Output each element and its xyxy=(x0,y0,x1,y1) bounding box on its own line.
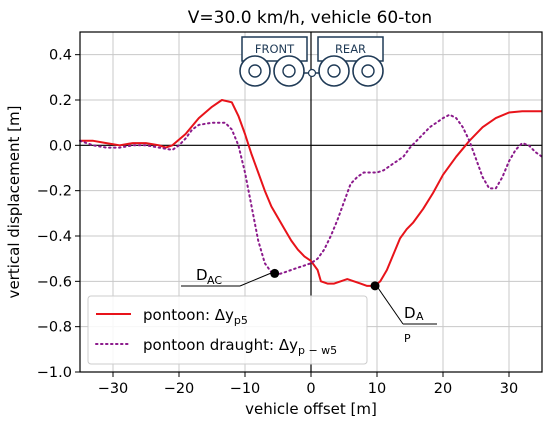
wheel-2-icon xyxy=(273,55,305,87)
x-tick-label: −30 xyxy=(98,381,129,397)
y-ticks: −1.0 −0.8 −0.6 −0.4 −0.2 0.0 0.2 0.4 xyxy=(37,48,80,381)
y-tick-label: 0.4 xyxy=(49,48,72,64)
annotation-dac: D AC xyxy=(181,266,277,287)
annotation-dap-subscript: A xyxy=(416,310,424,323)
vehicle-icon: FRONT REAR xyxy=(239,36,384,87)
wheel-3-icon xyxy=(318,55,350,87)
data-point-marker xyxy=(270,268,280,278)
annotation-dap-subscript-2: P xyxy=(404,332,411,345)
vehicle-front-label: FRONT xyxy=(255,42,295,56)
vehicle-center-icon xyxy=(307,68,317,78)
chart-title: V=30.0 km/h, vehicle 60-ton xyxy=(188,8,432,28)
marker-layer xyxy=(270,268,380,291)
y-axis-label: vertical displacement [m] xyxy=(5,106,23,299)
x-axis-label: vehicle offset [m] xyxy=(245,400,377,418)
y-tick-label: 0.0 xyxy=(49,138,72,154)
annotation-dap-leader xyxy=(375,284,404,325)
annotation-dac-label: D xyxy=(196,266,208,284)
wheel-4-icon xyxy=(352,55,384,87)
annotation-dac-subscript: AC xyxy=(207,274,222,287)
series-layer xyxy=(79,99,543,287)
x-tick-label: −10 xyxy=(230,381,261,397)
y-tick-label: −0.2 xyxy=(37,184,72,200)
x-tick-label: 0 xyxy=(306,381,315,397)
x-ticks: −30 −20 −10 0 10 20 30 xyxy=(98,372,518,397)
annotation-dac-leader xyxy=(239,270,277,287)
series-line-pontoon xyxy=(80,99,542,287)
y-tick-label: 0.2 xyxy=(49,93,72,109)
wheel-1-icon xyxy=(239,55,271,87)
vehicle-rear-label: REAR xyxy=(335,42,366,56)
legend-box xyxy=(87,295,368,365)
x-tick-label: −20 xyxy=(164,381,195,397)
annotation-dap: D A P xyxy=(375,284,437,345)
legend-label-draught: pontoon draught: Δyp − w5 xyxy=(143,336,337,357)
y-tick-label: −0.8 xyxy=(37,320,72,336)
x-tick-label: 30 xyxy=(500,381,518,397)
y-tick-label: −0.4 xyxy=(37,229,72,245)
data-point-marker xyxy=(370,281,380,291)
x-tick-label: 10 xyxy=(368,381,386,397)
y-tick-label: −1.0 xyxy=(37,365,72,381)
y-tick-label: −0.6 xyxy=(37,274,72,290)
series-line-draught xyxy=(79,113,543,276)
legend: pontoon: Δyp5 pontoon draught: Δyp − w5 xyxy=(87,295,368,365)
legend-label-pontoon: pontoon: Δyp5 xyxy=(143,306,248,327)
x-tick-label: 20 xyxy=(434,381,452,397)
annotation-dap-label: D xyxy=(404,304,416,322)
